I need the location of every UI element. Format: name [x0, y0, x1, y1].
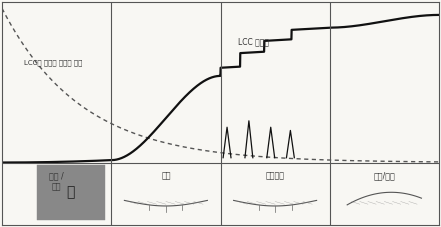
- Text: 철거/폐기: 철거/폐기: [374, 171, 395, 180]
- Text: 계획 /
설계: 계획 / 설계: [49, 171, 64, 192]
- Text: 건설: 건설: [161, 171, 171, 180]
- Text: 유지관리: 유지관리: [265, 171, 284, 180]
- Text: 👥: 👥: [67, 186, 75, 200]
- Text: LCC 누적량: LCC 누적량: [238, 38, 269, 47]
- Bar: [37, 165, 105, 220]
- Text: LCC에 영향을 미치는 정도: LCC에 영향을 미치는 정도: [24, 60, 82, 66]
